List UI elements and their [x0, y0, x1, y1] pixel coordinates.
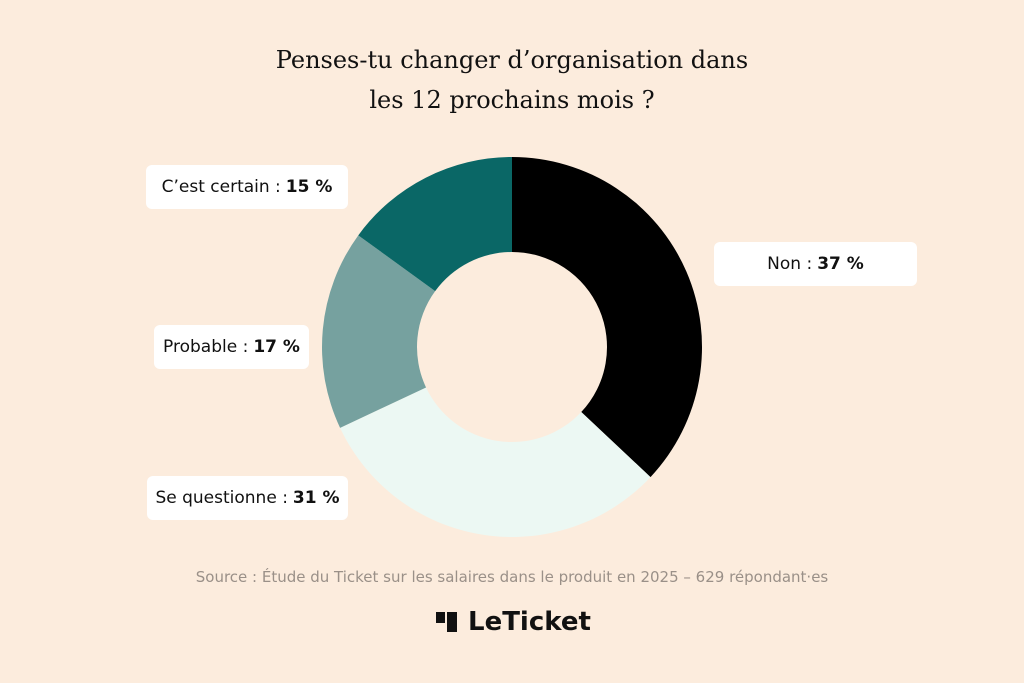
value-label: 15 %	[285, 177, 333, 197]
donut-segment	[358, 157, 512, 292]
donut-segment	[512, 157, 703, 478]
category-label: Se questionne :	[155, 488, 288, 508]
category-label: Non :	[767, 254, 813, 274]
value-label: 17 %	[253, 337, 300, 357]
donut-segment	[340, 387, 651, 538]
value-label: 37 %	[817, 254, 864, 274]
chart-title: Penses-tu changer d’organisation dans le…	[275, 46, 749, 114]
source: Source : Étude du Ticket sur les salaire…	[195, 568, 829, 586]
data-label: C’est certain :15 %	[146, 165, 348, 209]
logo-text: LeTicket	[468, 607, 591, 637]
value-label: 31 %	[292, 488, 340, 508]
logo: LeTicket	[436, 607, 591, 637]
logo-icon	[436, 612, 457, 632]
category-label: Probable :	[163, 337, 249, 357]
donut-segment	[322, 235, 436, 428]
data-label: Non :37 %	[714, 242, 917, 286]
data-label: Se questionne :31 %	[147, 476, 348, 520]
data-label: Probable :17 %	[154, 325, 309, 369]
category-label: C’est certain :	[161, 177, 281, 197]
